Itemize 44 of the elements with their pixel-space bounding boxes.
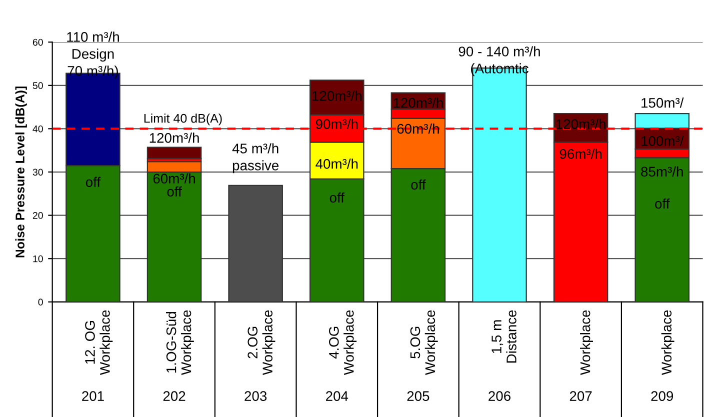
x-tick-label: 204 — [326, 391, 348, 401]
annotation: off — [86, 176, 101, 187]
text: Workplace — [580, 310, 593, 375]
annotation: 40m³/h — [316, 158, 358, 169]
x-tick-label: 203 — [244, 391, 267, 401]
text: 5.OG Workplace — [410, 310, 438, 375]
text: 2.OG Workplace — [248, 310, 276, 375]
y-tick-label: 10 — [33, 255, 43, 262]
annotation: 45 m³/h passive — [232, 143, 279, 174]
y-tick-label: 30 — [32, 168, 43, 176]
ref-line-label: Limit 40 dB(A) — [144, 114, 222, 126]
y-tick-label: 20 — [32, 212, 43, 219]
text: Workplace — [661, 310, 674, 375]
y-tick-label: 0 — [38, 298, 43, 306]
bar — [146, 146, 202, 160]
x-tick-label: 202 — [163, 391, 186, 401]
annotation: 120m³/h — [312, 90, 362, 101]
annotation: off — [330, 192, 345, 203]
y-axis-title: Noise Pressure Level [dB(A)] — [15, 86, 27, 258]
text: 1,5 m Distance — [492, 310, 516, 363]
y-tick-label: 50 — [32, 82, 43, 90]
x-tick-label: 201 — [82, 391, 104, 401]
annotation: 90m³/h — [316, 118, 358, 129]
annotation: 120m³/h — [150, 132, 199, 143]
annotation: 120m³/h — [556, 118, 606, 129]
text: 1.OG-Süd Workplace — [166, 310, 194, 375]
text: 4.OG Workplace — [328, 310, 357, 375]
y-tick-label: 60 — [32, 38, 43, 46]
annotation: 100m³/ — [642, 136, 684, 146]
annotation: 85m³/h — [641, 166, 683, 177]
annotation: 60m³/h — [153, 173, 195, 184]
annotation: 120m³/h — [394, 98, 443, 108]
annotation: 150m³/ — [642, 98, 684, 108]
y-tick-label: 40 — [32, 125, 43, 132]
annotation: off — [167, 186, 182, 197]
x-tick-label: 209 — [651, 391, 674, 401]
annotation: off — [411, 179, 426, 190]
x-tick-label: 205 — [407, 391, 430, 401]
annotation: off — [655, 198, 670, 209]
annotation: 60m³/h — [397, 124, 439, 134]
text: 12. OG Workplace — [85, 310, 113, 375]
x-tick-label: 207 — [570, 391, 592, 401]
annotation: 96m³/h — [560, 148, 602, 159]
x-tick-label: 206 — [488, 391, 510, 401]
